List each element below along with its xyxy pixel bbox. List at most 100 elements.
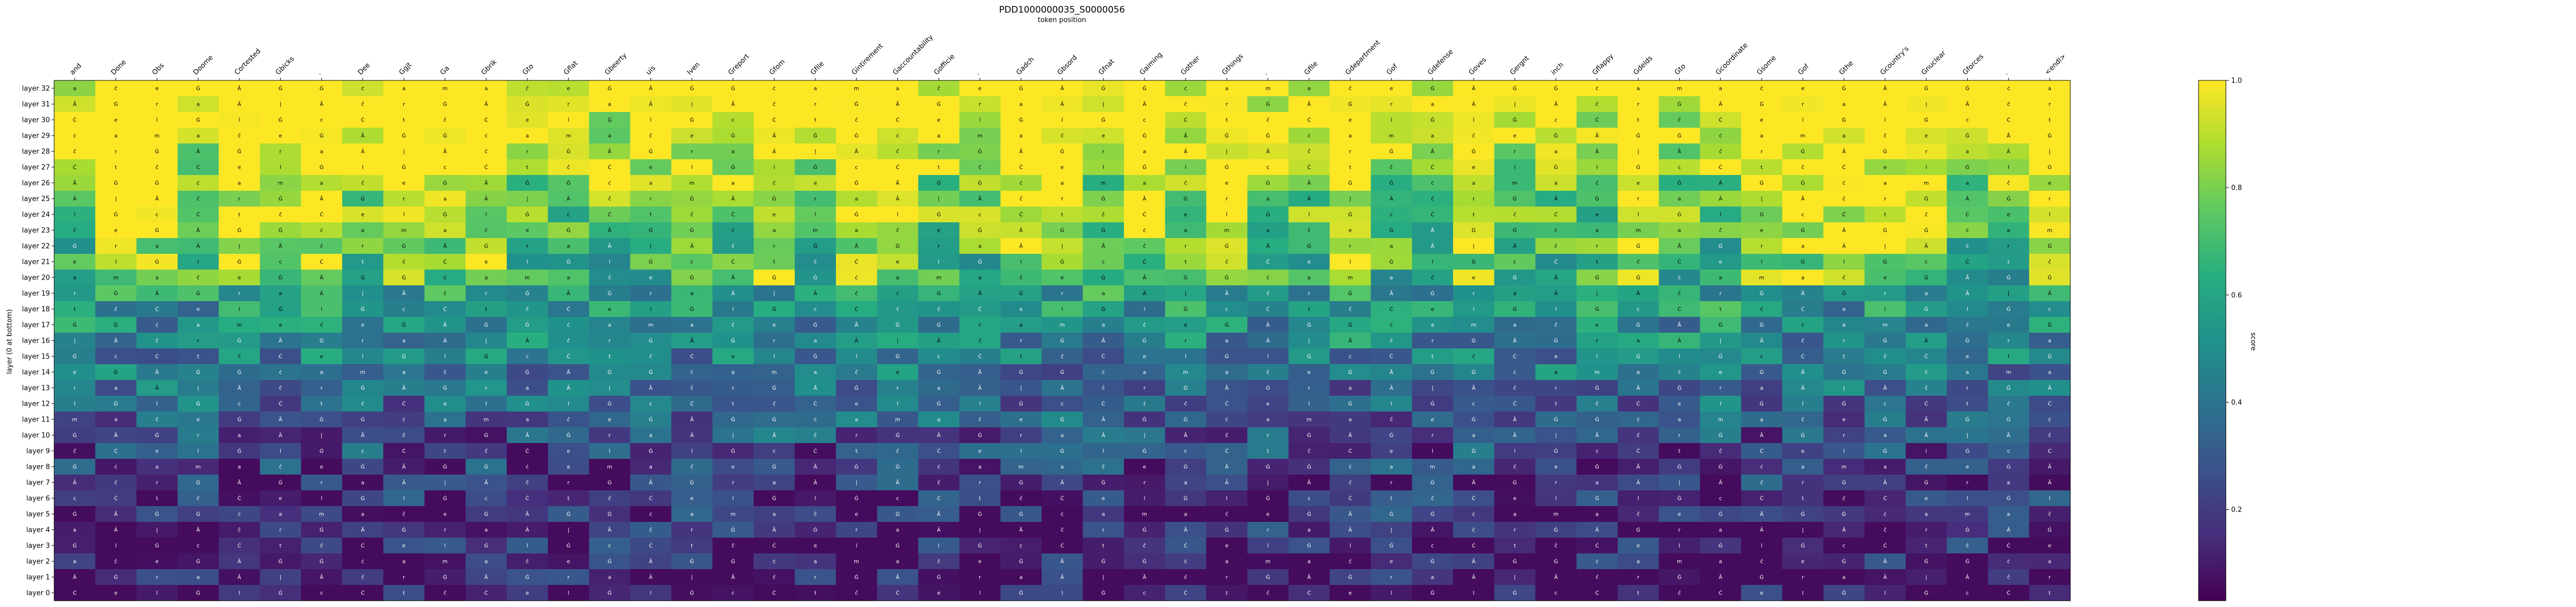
cell-label: a: [1760, 417, 1763, 423]
cell-label: Ã: [320, 101, 323, 108]
cell-label: Ã: [73, 180, 77, 187]
cell-label: ĉ: [115, 559, 118, 565]
cell-label: Ã: [1678, 148, 1681, 155]
heatmap-cell: [1741, 80, 1783, 97]
cell-label: r: [526, 149, 529, 155]
cell-label: m: [1018, 465, 1024, 470]
cell-label: a: [1637, 559, 1640, 565]
heatmap-cell: [1535, 80, 1577, 97]
heatmap-cell: [1947, 175, 1989, 191]
cell-label: ĉ: [1431, 496, 1434, 502]
cell-label: ċ: [444, 275, 447, 281]
cell-label: Ġ: [1719, 243, 1723, 250]
cell-label: Ġ: [1389, 542, 1394, 549]
cell-label: a: [361, 480, 364, 486]
cell-label: ċ: [1719, 133, 1722, 139]
cell-label: Ġ: [525, 101, 529, 108]
cell-label: c: [1555, 591, 1558, 596]
cell-label: |: [1555, 433, 1557, 439]
cell-label: e: [1348, 228, 1352, 234]
cell-label: l: [485, 212, 487, 218]
cell-label: ĉ: [1102, 385, 1105, 392]
cell-label: m: [1924, 181, 1929, 187]
cell-label: l: [1432, 260, 1433, 265]
cell-label: Ã: [1307, 479, 1311, 486]
column-label: Ga: [439, 64, 451, 76]
cell-label: l: [1761, 260, 1763, 265]
cell-label: a: [485, 559, 488, 565]
cell-label: Ġ: [731, 132, 735, 139]
cell-label: ĉ: [403, 433, 406, 439]
cell-label: Ā: [1019, 243, 1023, 250]
cell-label: ĉ: [1843, 496, 1846, 502]
cell-label: a: [402, 86, 405, 92]
cell-label: Ġ: [1142, 527, 1147, 533]
cell-label: Ã: [608, 227, 611, 234]
cell-label: Ġ: [854, 385, 858, 392]
cell-label: ĉ: [937, 480, 941, 486]
cell-label: e: [567, 449, 570, 455]
chart-subtitle: token position: [1038, 16, 1086, 24]
cell-label: Ã: [526, 432, 529, 439]
cell-label: Ġ: [361, 464, 365, 470]
heatmap-cell: [1453, 128, 1495, 144]
cell-label: l: [938, 260, 939, 265]
cell-label: ĉ: [1143, 543, 1146, 549]
cell-label: e: [1801, 449, 1804, 455]
column-label: Gof: [1385, 63, 1399, 77]
cell-label: Ċ: [279, 353, 282, 360]
heatmap-cell: [506, 191, 548, 207]
cell-label: a: [1719, 275, 1722, 281]
cell-label: t: [1226, 591, 1228, 596]
heatmap-cell: [548, 96, 590, 112]
cell-label: Ġ: [566, 180, 570, 187]
cell-label: e: [2048, 181, 2051, 187]
cell-label: Ã: [1019, 148, 1023, 155]
cell-label: Ġ: [1678, 385, 1682, 392]
cell-label: e: [526, 591, 529, 596]
cell-label: ĉ: [1061, 527, 1064, 533]
cell-label: Ã: [1760, 432, 1764, 439]
cell-label: Ġ: [1389, 180, 1394, 187]
cell-label: a: [1184, 512, 1187, 518]
cell-label: Ā: [320, 290, 323, 297]
cell-label: a: [814, 338, 817, 344]
cell-label: m: [854, 86, 859, 92]
heatmap-cell: [1123, 128, 1166, 144]
cell-label: a: [402, 559, 405, 565]
row-label: layer 7: [26, 479, 50, 487]
heatmap-cell: [1000, 143, 1042, 160]
cell-label: Ã: [649, 385, 652, 392]
cell-label: |: [197, 386, 199, 392]
cell-label: |: [280, 102, 281, 108]
cell-label: e: [526, 228, 529, 234]
cell-label: Ã: [896, 479, 899, 486]
cell-label: Ã: [1925, 243, 1928, 250]
cell-label: Ċ: [608, 164, 611, 171]
cell-label: e: [1431, 307, 1434, 313]
cell-label: e: [773, 323, 776, 328]
cell-label: e: [1925, 496, 1928, 502]
heatmap-cell: [1247, 128, 1289, 144]
cell-label: a: [402, 338, 405, 344]
cell-label: r: [979, 102, 982, 108]
cell-label: ċ: [1925, 370, 1928, 376]
cell-label: e: [1225, 543, 1228, 549]
cell-label: Ã: [608, 527, 611, 533]
row-label: layer 8: [26, 464, 50, 471]
cell-label: Ã: [526, 511, 529, 518]
heatmap-cell: [1988, 80, 2030, 97]
cell-label: ĉ: [1596, 401, 1599, 407]
cell-label: t: [485, 307, 487, 313]
cell-label: Ġ: [854, 132, 858, 139]
cell-label: t: [2008, 260, 2010, 265]
cell-label: m: [1142, 512, 1147, 518]
cell-label: c: [1760, 354, 1763, 360]
cell-label: c: [1390, 212, 1393, 218]
cell-label: Ġ: [772, 464, 776, 470]
cell-label: Ā: [1184, 148, 1188, 155]
cell-label: e: [1760, 118, 1763, 124]
cell-label: a: [443, 417, 446, 423]
cell-label: Ċ: [320, 211, 323, 218]
